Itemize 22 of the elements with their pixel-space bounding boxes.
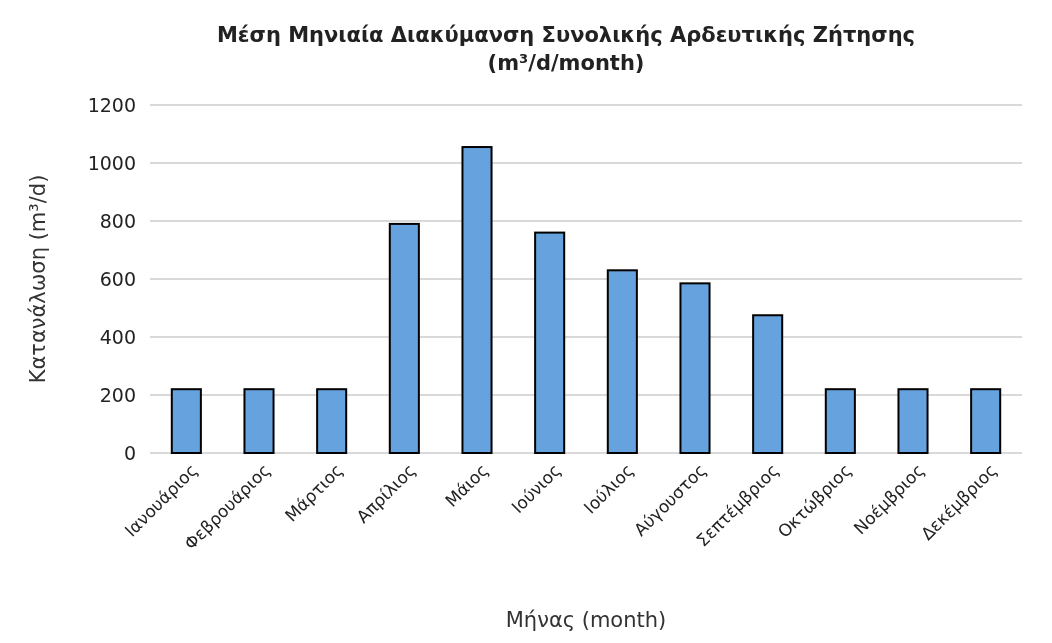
y-tick-label: 600 (99, 267, 136, 290)
chart-title: Μέση Μηνιαία Διακύμανση Συνολικής Αρδευτικής Ζήτησης (m³/d/month) (216, 23, 916, 75)
bar (752, 314, 784, 454)
x-axis-title: Μήνας (month) (505, 608, 667, 632)
y-tick-label: 1200 (87, 93, 136, 116)
bar (461, 146, 493, 454)
bar (388, 222, 420, 454)
y-tick-label: 400 (99, 325, 136, 348)
y-tick-label: 1000 (87, 151, 136, 174)
bar (534, 231, 566, 454)
y-tick-label: 200 (99, 383, 136, 406)
bar (170, 388, 202, 454)
y-axis-title: Κατανάλωση (m³/d) (26, 174, 50, 384)
bar (606, 269, 638, 454)
bar (897, 388, 929, 454)
bar (824, 388, 856, 454)
bar (679, 282, 711, 454)
y-tick-label: 800 (99, 209, 136, 232)
y-tick-label: 0 (123, 441, 136, 464)
bar (316, 388, 348, 454)
bar (970, 388, 1002, 454)
bar (243, 388, 275, 454)
